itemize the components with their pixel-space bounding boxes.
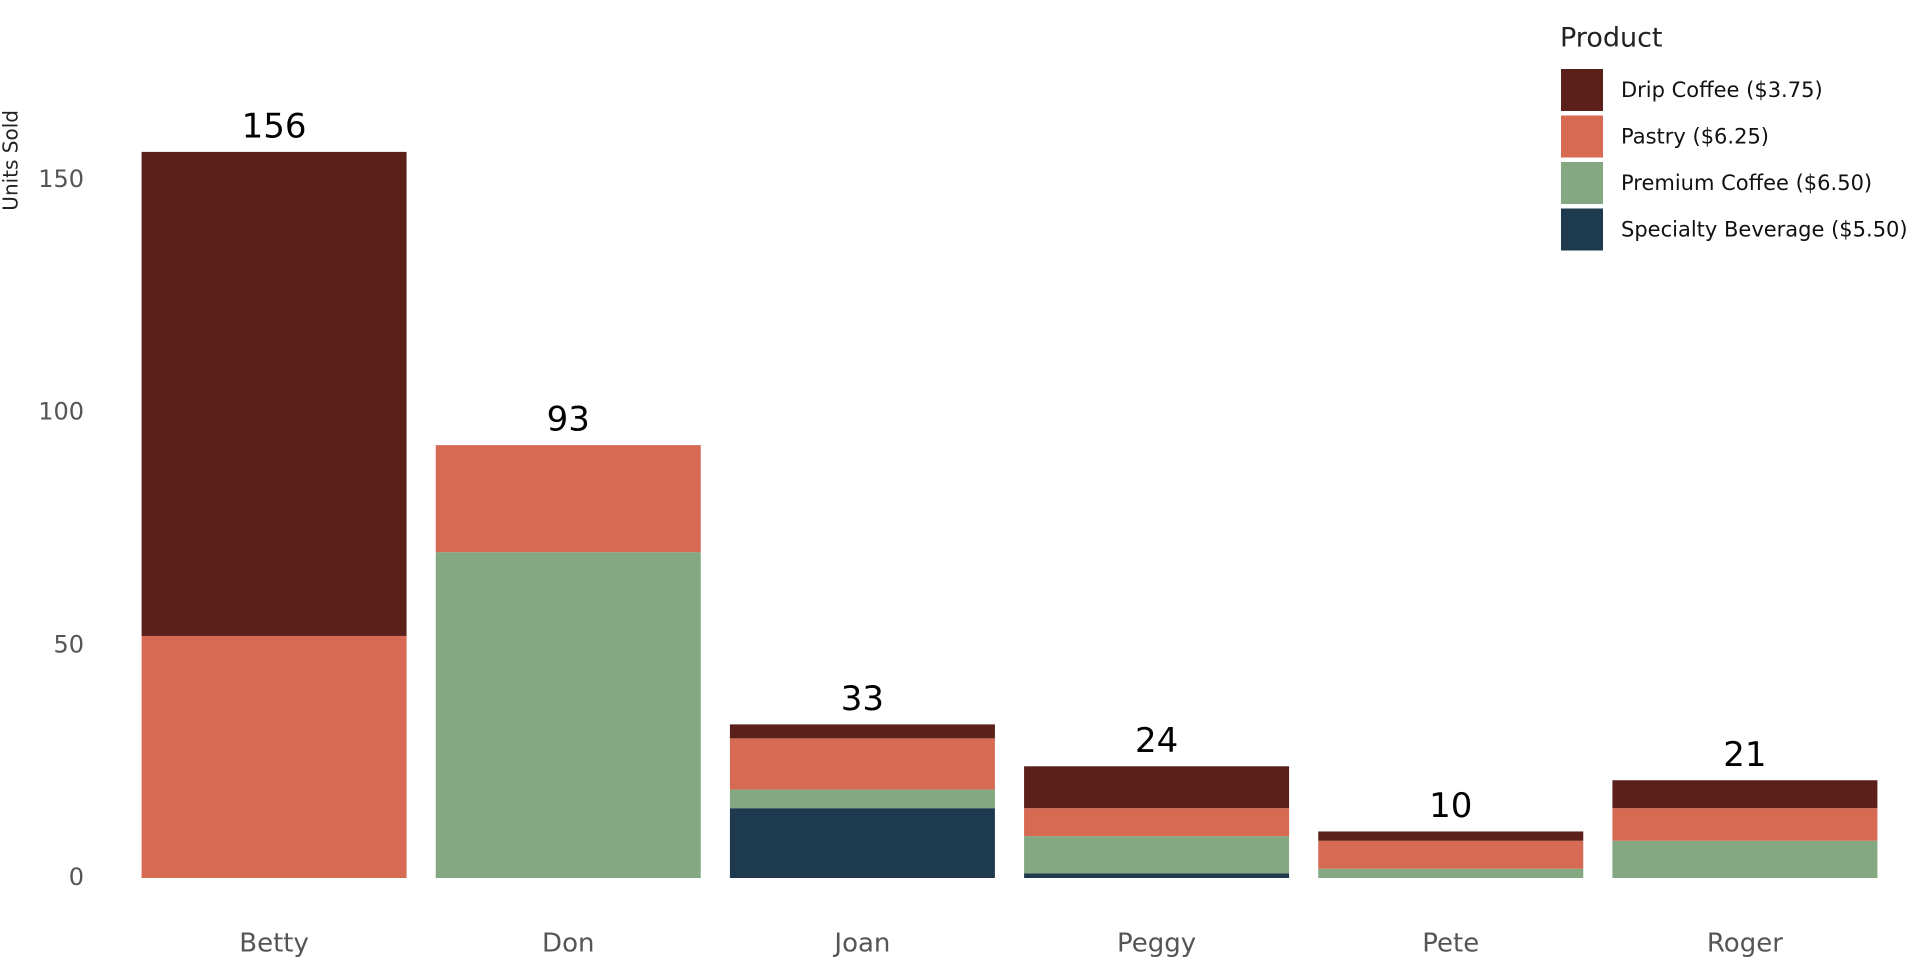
bar-segment <box>141 635 407 878</box>
bar-segment <box>435 445 701 553</box>
bar-segment <box>1612 780 1878 809</box>
total-label: 33 <box>841 679 884 719</box>
bar-segment <box>1318 831 1584 841</box>
bar-segment <box>1024 766 1290 809</box>
y-tick-label: 150 <box>38 165 84 193</box>
y-axis-title: Units Sold <box>0 110 23 211</box>
x-tick-label: Betty <box>239 929 309 959</box>
legend-swatch <box>1561 208 1603 251</box>
x-tick-label: Joan <box>832 929 890 959</box>
total-label: 24 <box>1135 721 1178 761</box>
legend-title: Product <box>1560 23 1663 54</box>
x-tick-label: Don <box>542 929 594 959</box>
bar-segment <box>1024 808 1290 837</box>
bar-segment <box>729 724 995 739</box>
total-label: 156 <box>242 106 307 146</box>
x-tick-label: Peggy <box>1117 929 1196 959</box>
bar-segment <box>1318 868 1584 878</box>
bar-segment <box>1024 836 1290 874</box>
total-label: 93 <box>547 400 590 440</box>
bar-segment <box>1024 873 1290 878</box>
bar-segment <box>1612 840 1878 878</box>
x-tick-label: Roger <box>1707 929 1783 959</box>
bar-segment <box>729 738 995 790</box>
bar-segment <box>1318 840 1584 869</box>
total-label: 21 <box>1723 735 1766 775</box>
bar-segment <box>1612 808 1878 841</box>
legend-swatch <box>1561 162 1603 204</box>
bar-segment <box>729 808 995 878</box>
total-label: 10 <box>1429 786 1472 826</box>
legend-label: Pastry ($6.25) <box>1621 125 1769 149</box>
y-tick-label: 50 <box>53 630 84 658</box>
legend-swatch <box>1561 115 1603 158</box>
x-tick-label: Pete <box>1422 929 1479 959</box>
bar-segment <box>729 789 995 809</box>
y-tick-label: 0 <box>69 863 84 891</box>
legend-label: Specialty Beverage ($5.50) <box>1621 218 1908 242</box>
legend-label: Drip Coffee ($3.75) <box>1621 78 1823 102</box>
bar-segment <box>141 151 407 636</box>
y-tick-label: 100 <box>38 398 84 426</box>
legend-label: Premium Coffee ($6.50) <box>1621 171 1872 195</box>
legend-swatch <box>1561 69 1603 111</box>
bar-segment <box>435 552 701 878</box>
